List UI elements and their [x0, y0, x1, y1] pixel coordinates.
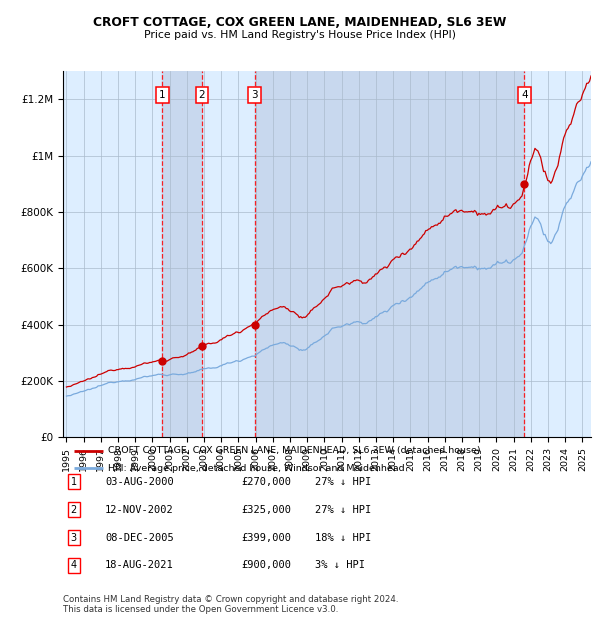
- Text: HPI: Average price, detached house, Windsor and Maidenhead: HPI: Average price, detached house, Wind…: [108, 464, 404, 472]
- Text: 12-NOV-2002: 12-NOV-2002: [105, 505, 174, 515]
- Text: 4: 4: [71, 560, 77, 570]
- Text: £900,000: £900,000: [241, 560, 291, 570]
- Text: CROFT COTTAGE, COX GREEN LANE, MAIDENHEAD, SL6 3EW: CROFT COTTAGE, COX GREEN LANE, MAIDENHEA…: [94, 16, 506, 29]
- Text: £270,000: £270,000: [241, 477, 291, 487]
- Text: £325,000: £325,000: [241, 505, 291, 515]
- Text: 1: 1: [159, 91, 166, 100]
- Text: 2: 2: [199, 91, 205, 100]
- Text: CROFT COTTAGE, COX GREEN LANE, MAIDENHEAD, SL6 3EW (detached house): CROFT COTTAGE, COX GREEN LANE, MAIDENHEA…: [108, 446, 481, 456]
- Text: 3: 3: [251, 91, 258, 100]
- Text: Contains HM Land Registry data © Crown copyright and database right 2024.: Contains HM Land Registry data © Crown c…: [63, 595, 398, 604]
- Text: 1: 1: [71, 477, 77, 487]
- Text: 27% ↓ HPI: 27% ↓ HPI: [315, 505, 371, 515]
- Text: 3: 3: [71, 533, 77, 542]
- Bar: [254, 71, 524, 437]
- Text: This data is licensed under the Open Government Licence v3.0.: This data is licensed under the Open Gov…: [63, 604, 338, 614]
- Text: 18-AUG-2021: 18-AUG-2021: [105, 560, 174, 570]
- Text: 4: 4: [521, 91, 528, 100]
- Text: 3% ↓ HPI: 3% ↓ HPI: [315, 560, 365, 570]
- Text: 18% ↓ HPI: 18% ↓ HPI: [315, 533, 371, 542]
- Text: 27% ↓ HPI: 27% ↓ HPI: [315, 477, 371, 487]
- Text: 03-AUG-2000: 03-AUG-2000: [105, 477, 174, 487]
- Bar: [163, 71, 202, 437]
- Text: 2: 2: [71, 505, 77, 515]
- Text: Price paid vs. HM Land Registry's House Price Index (HPI): Price paid vs. HM Land Registry's House …: [144, 30, 456, 40]
- Text: £399,000: £399,000: [241, 533, 291, 542]
- Text: 08-DEC-2005: 08-DEC-2005: [105, 533, 174, 542]
